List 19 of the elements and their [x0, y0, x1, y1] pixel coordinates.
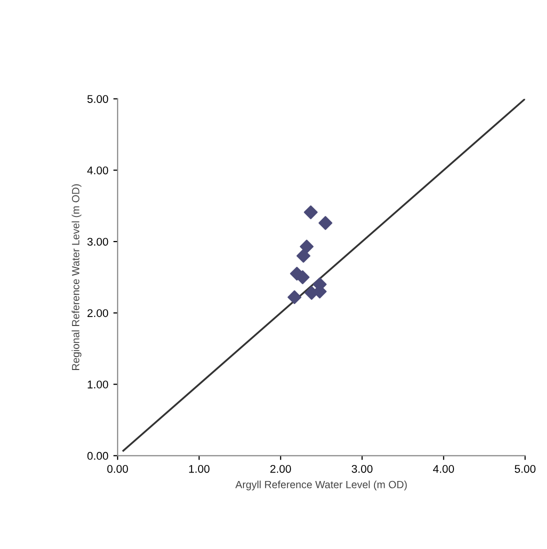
- x-tick-label: 2.00: [270, 464, 291, 473]
- y-tick-label: 0.00: [87, 452, 108, 460]
- point: [288, 290, 302, 304]
- point: [296, 248, 310, 263]
- x-tick-label: 3.00: [352, 464, 372, 473]
- x-tick-label: 5.00: [514, 464, 536, 473]
- x-tick-label: 4.00: [433, 464, 454, 473]
- x-tick-label: 0.00: [107, 464, 128, 473]
- point: [300, 240, 314, 254]
- y-tick-label: 4.00: [87, 166, 108, 174]
- y-axis-title: Regional Reference Water Level (m OD): [72, 184, 82, 370]
- y-tick-label: 5.00: [87, 95, 108, 103]
- y-tick-label: 1.00: [88, 380, 108, 388]
- y-tick-label: 2.00: [88, 309, 108, 318]
- y-tick-label: 3.00: [87, 238, 108, 246]
- x-tick-label: 1.00: [189, 464, 210, 473]
- x-axis-title: Argyll Reference Water Level (m OD): [235, 480, 407, 490]
- point: [304, 205, 318, 220]
- point: [318, 216, 332, 230]
